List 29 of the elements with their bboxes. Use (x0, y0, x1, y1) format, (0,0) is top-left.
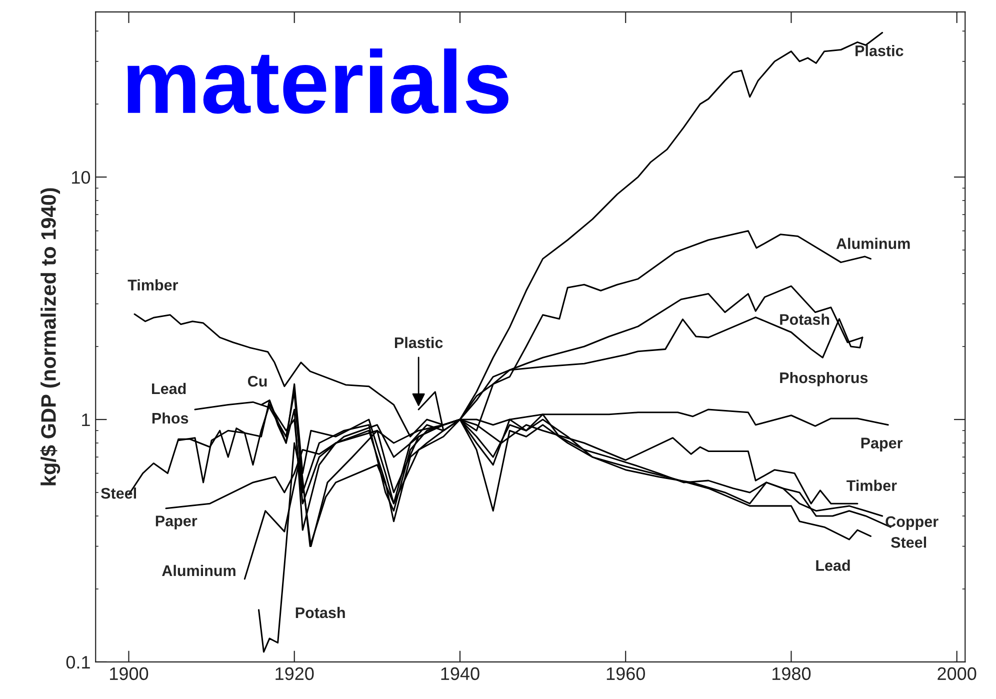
x-tick-label: 1960 (606, 667, 645, 680)
series-label: Phosphorus (780, 372, 868, 386)
y-axis-title: kg/$ GDP (normalized to 1940) (40, 188, 60, 486)
x-tick-label: 1980 (772, 667, 811, 680)
x-tick-label: 1920 (276, 667, 314, 680)
series-label: Plastic (856, 44, 904, 56)
x-tick-label: 1940 (441, 667, 480, 680)
chart-title: materials (128, 48, 508, 114)
annotation: Timber (128, 279, 178, 290)
series-label: Lead (816, 560, 850, 571)
annotation: Aluminum (162, 564, 236, 576)
y-tick-label: 1 (82, 414, 90, 426)
annotation: Plastic (394, 336, 443, 348)
annotation: Steel (101, 487, 136, 499)
annotation: Lead (152, 382, 186, 394)
annotation: Paper (156, 516, 198, 530)
x-tick-label: 2000 (938, 667, 976, 680)
series-label: Timber (846, 480, 897, 492)
y-tick-label: 10 (72, 170, 90, 184)
y-tick-label: 0.1 (66, 656, 90, 669)
annotation: Phos (152, 412, 188, 424)
series-label: Aluminum (836, 238, 910, 250)
annotation: Potash (296, 606, 345, 618)
series-label: Steel (891, 536, 926, 548)
series-label: Paper (861, 438, 903, 452)
annotation: Cu (248, 376, 267, 387)
x-tick-label: 1900 (110, 667, 148, 680)
series-label: Potash (780, 314, 830, 325)
series-label: Copper (886, 516, 938, 530)
